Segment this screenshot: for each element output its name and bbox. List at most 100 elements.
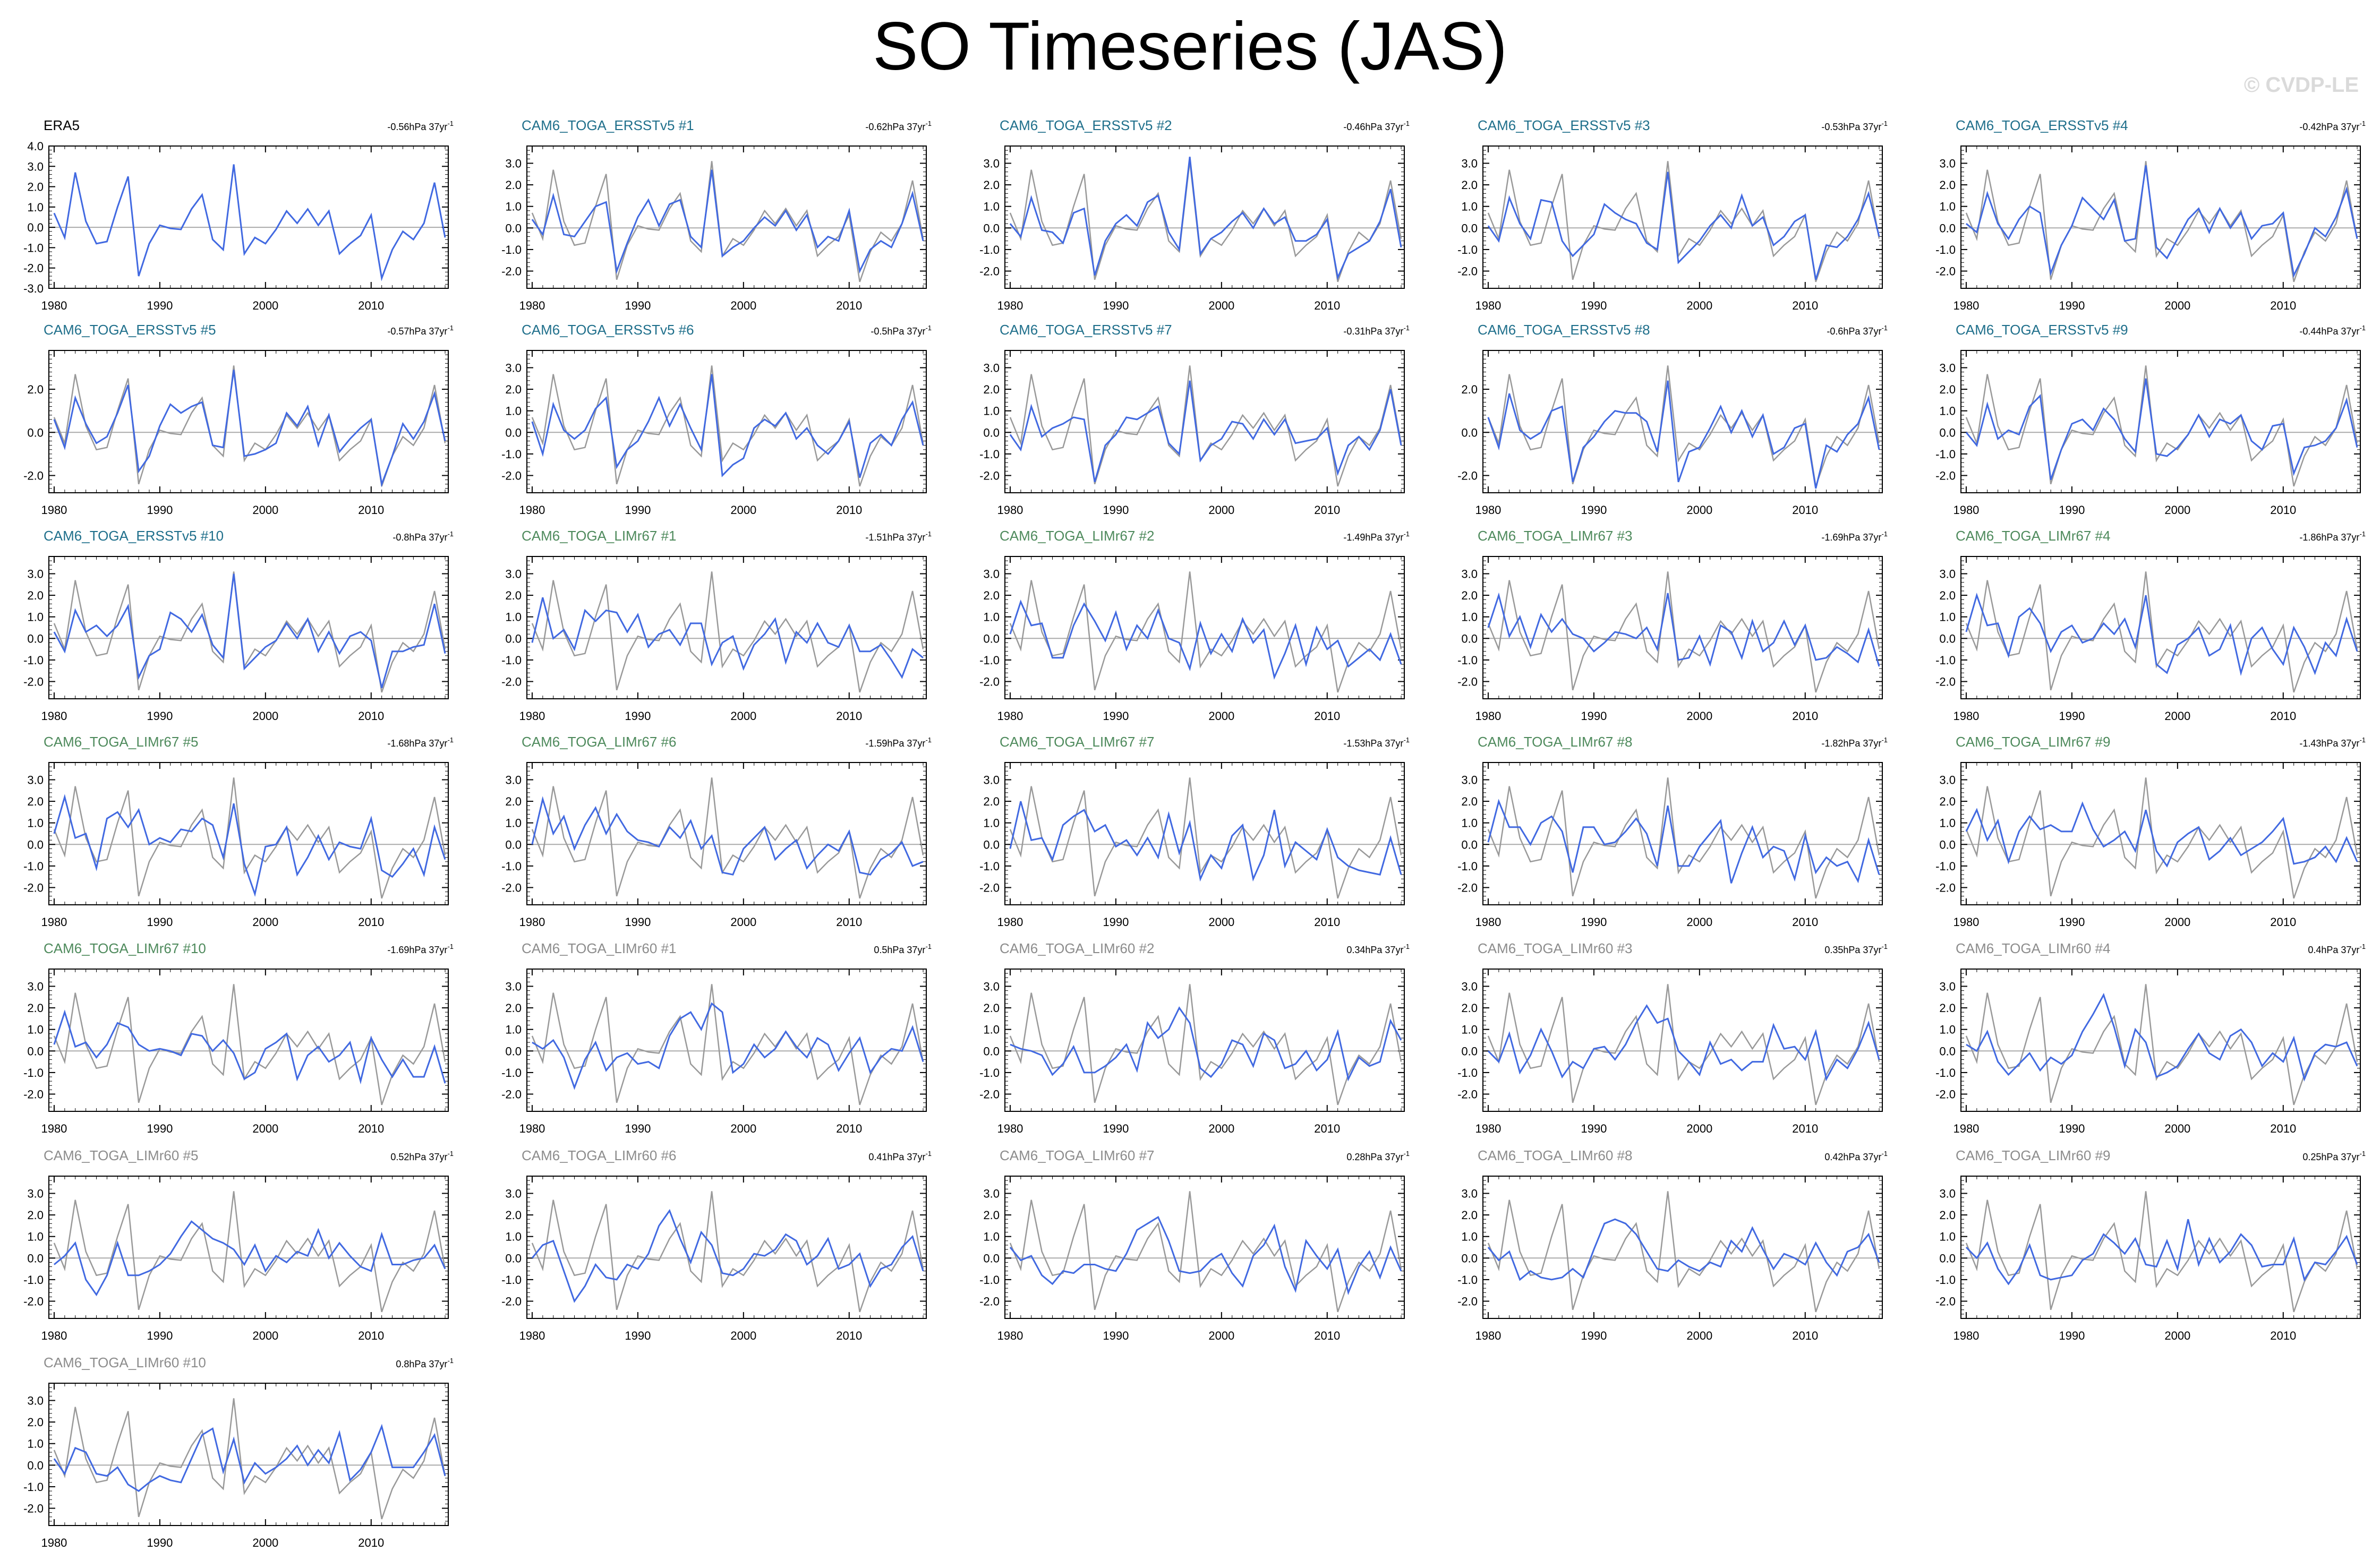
plot-frame xyxy=(1960,762,2361,905)
model-series-line xyxy=(1487,380,1880,489)
model-series-line xyxy=(1487,172,1880,280)
y-tick-label: 1.0 xyxy=(1939,1023,1956,1036)
y-tick-label: 2.0 xyxy=(1939,383,1956,396)
x-tick-label: 1980 xyxy=(519,503,545,517)
obs-series-line xyxy=(1009,777,1402,899)
plot-frame xyxy=(48,145,449,289)
y-tick-label: -1.0 xyxy=(1457,654,1478,667)
y-tick-label: 3.0 xyxy=(505,980,522,993)
obs-series-line xyxy=(1965,571,2358,693)
y-tick-label: 1.0 xyxy=(1939,611,1956,624)
y-tick-label: 2.0 xyxy=(27,795,44,808)
x-tick-label: 1990 xyxy=(1581,503,1607,517)
y-tick-label: 1.0 xyxy=(27,1230,44,1244)
obs-series-line xyxy=(1487,777,1880,899)
y-tick-label: 0.0 xyxy=(505,1252,522,1265)
trend-label: -0.62hPa 37yr-1 xyxy=(865,119,932,132)
panel-19: 3.0 2.0 1.0 0.0 -1.0 -2.0 1980 1990 2000 2010 CAM6… xyxy=(1457,734,1888,929)
y-tick-label: 0.0 xyxy=(505,838,522,851)
panel-title: CAM6_TOGA_LIMr67 #9 xyxy=(1956,734,2110,750)
panel-title: CAM6_TOGA_ERSSTv5 #5 xyxy=(44,322,216,338)
x-tick-label: 2010 xyxy=(836,503,862,517)
x-tick-label: 2010 xyxy=(1792,1122,1818,1135)
x-tick-label: 1990 xyxy=(1103,915,1129,929)
obs-series-line xyxy=(53,777,446,899)
x-tick-label: 2010 xyxy=(836,709,862,723)
y-tick-label: -2.0 xyxy=(501,265,522,278)
y-tick-label: 1.0 xyxy=(983,405,1000,418)
x-tick-label: 2000 xyxy=(1208,1122,1234,1135)
x-tick-label: 1980 xyxy=(997,915,1023,929)
y-tick-label: 1.0 xyxy=(983,817,1000,830)
model-series-line xyxy=(532,1002,924,1090)
trend-label: -1.82hPa 37yr-1 xyxy=(1821,736,1888,749)
obs-series-line xyxy=(53,984,446,1106)
trend-label: 0.52hPa 37yr-1 xyxy=(390,1150,454,1162)
y-tick-label: -2.0 xyxy=(1457,1088,1478,1101)
model-series-line xyxy=(1966,992,2358,1082)
panel-13: 3.0 2.0 1.0 0.0 -1.0 -2.0 1980 1990 2000 2010 CAM6… xyxy=(979,528,1410,723)
y-tick-label: 0.0 xyxy=(1461,838,1478,851)
plot-frame xyxy=(1482,969,1883,1112)
panel-25: 3.0 2.0 1.0 0.0 -1.0 -2.0 1980 1990 2000 2010 CAM6… xyxy=(1935,940,2366,1135)
y-tick-label: 3.0 xyxy=(27,160,44,173)
x-tick-label: 1980 xyxy=(41,1122,67,1135)
plot-frame xyxy=(1004,350,1405,493)
y-tick-label: -2.0 xyxy=(501,1295,522,1308)
panel-title: CAM6_TOGA_ERSSTv5 #6 xyxy=(522,322,694,338)
y-tick-label: 3.0 xyxy=(1461,157,1478,170)
x-tick-label: 1980 xyxy=(41,299,67,312)
model-series-line xyxy=(53,794,446,897)
y-tick-label: 3.0 xyxy=(505,773,522,786)
y-tick-label: 4.0 xyxy=(27,140,44,153)
y-tick-label: 3.0 xyxy=(1939,1187,1956,1200)
y-tick-label: 0.0 xyxy=(1939,838,1956,851)
x-tick-label: 1990 xyxy=(625,503,651,517)
x-tick-label: 2000 xyxy=(2164,915,2190,929)
y-tick-label: 1.0 xyxy=(983,611,1000,624)
x-tick-label: 2010 xyxy=(1314,915,1340,929)
x-tick-label: 2000 xyxy=(1208,709,1234,723)
y-tick-label: 0.0 xyxy=(1939,221,1956,235)
y-tick-label: 2.0 xyxy=(27,1209,44,1222)
y-tick-label: -1.0 xyxy=(979,448,1000,461)
obs-series-line xyxy=(1487,1191,1880,1313)
panel-title: CAM6_TOGA_LIMr60 #8 xyxy=(1478,1147,1632,1163)
trend-label: -1.69hPa 37yr-1 xyxy=(387,942,454,955)
y-tick-label: 1.0 xyxy=(983,200,1000,213)
model-series-line xyxy=(1009,157,1402,280)
x-tick-label: 2000 xyxy=(252,1329,278,1342)
y-tick-label: 2.0 xyxy=(983,383,1000,396)
y-tick-label: -1.0 xyxy=(1935,1273,1956,1287)
panel-20: 3.0 2.0 1.0 0.0 -1.0 -2.0 1980 1990 2000 2010 CAM6… xyxy=(1935,734,2366,929)
x-tick-label: 2000 xyxy=(252,709,278,723)
y-tick-label: 1.0 xyxy=(983,1023,1000,1036)
trend-label: -0.5hPa 37yr-1 xyxy=(871,324,932,337)
y-tick-label: 2.0 xyxy=(1939,1001,1956,1015)
y-tick-label: 0.0 xyxy=(1939,426,1956,439)
y-tick-label: -1.0 xyxy=(1457,1273,1478,1287)
y-tick-label: 2.0 xyxy=(1461,1001,1478,1015)
x-tick-label: 2010 xyxy=(1792,299,1818,312)
panel-6: 2.0 0.0 -2.0 1980 1990 2000 2010 CAM6_TOGA_ERSS… xyxy=(23,322,454,517)
x-tick-label: 1990 xyxy=(1581,1122,1607,1135)
x-tick-label: 1990 xyxy=(1581,299,1607,312)
panel-title: CAM6_TOGA_LIMr67 #1 xyxy=(522,528,676,544)
y-tick-label: -2.0 xyxy=(1935,1088,1956,1101)
panel-18: 3.0 2.0 1.0 0.0 -1.0 -2.0 1980 1990 2000 2010 CAM6… xyxy=(979,734,1410,929)
y-tick-label: -1.0 xyxy=(1935,654,1956,667)
plot-frame xyxy=(48,556,449,699)
y-tick-label: 0.0 xyxy=(983,1252,1000,1265)
model-series-line xyxy=(1965,165,2358,278)
panel-title: CAM6_TOGA_LIMr60 #4 xyxy=(1956,940,2110,956)
panel-2: 3.0 2.0 1.0 0.0 -1.0 -2.0 1980 1990 2000 2010 CAM6… xyxy=(501,117,932,312)
obs-series-line xyxy=(53,1191,446,1313)
y-tick-label: 0.0 xyxy=(983,632,1000,645)
x-tick-label: 2010 xyxy=(1314,1329,1340,1342)
y-tick-label: 0.0 xyxy=(27,838,44,851)
model-series-line xyxy=(1487,592,1880,667)
y-tick-label: 0.0 xyxy=(505,426,522,439)
y-tick-label: -2.0 xyxy=(1457,265,1478,278)
y-tick-label: 3.0 xyxy=(1461,567,1478,580)
